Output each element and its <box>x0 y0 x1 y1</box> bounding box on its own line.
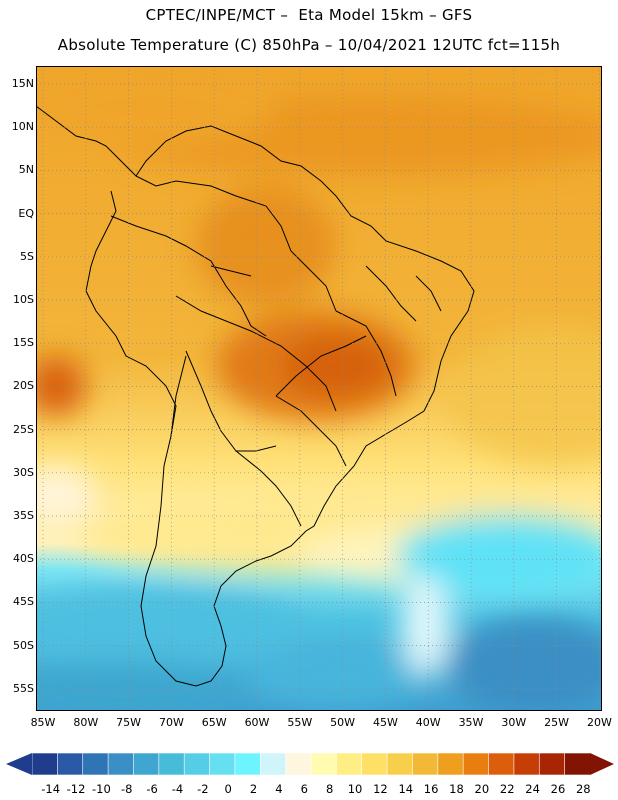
longitude-label: 70W <box>158 716 184 729</box>
latitude-label: EQ <box>18 206 34 220</box>
longitude-label: 30W <box>501 716 527 729</box>
colorbar-swatch <box>209 752 236 776</box>
longitude-label: 55W <box>287 716 313 729</box>
colorbar-high-arrow <box>590 753 614 775</box>
colorbar-label: -4 <box>171 782 184 796</box>
colorbar-label: 4 <box>275 782 283 796</box>
colorbar-label: 28 <box>575 782 591 796</box>
colorbar-swatch <box>437 752 464 776</box>
colorbar-swatch <box>412 752 439 776</box>
colorbar-label: -10 <box>92 782 111 796</box>
latitude-label: 30S <box>13 465 34 479</box>
colorbar-label: 12 <box>373 782 388 796</box>
latitude-label: 50S <box>13 638 34 652</box>
latitude-label: 15S <box>13 336 34 350</box>
colorbar-label: 22 <box>499 782 515 796</box>
colorbar-swatch <box>133 752 160 776</box>
latitude-label: 25S <box>13 422 34 436</box>
latitude-label: 35S <box>13 509 34 522</box>
colorbar-swatch <box>564 752 591 776</box>
latitude-label: 40S <box>13 552 34 566</box>
colorbar-swatch <box>310 752 337 776</box>
temperature-map <box>36 66 602 711</box>
latitude-label: 55S <box>13 681 34 695</box>
title-line-2: Absolute Temperature (C) 850hPa – 10/04/… <box>57 36 561 54</box>
colorbar-swatch <box>107 752 135 776</box>
latitude-label: 15N <box>11 77 34 90</box>
colorbar-swatch <box>234 752 261 776</box>
colorbar-label: 2 <box>249 782 258 796</box>
colorbar-swatch <box>513 752 540 776</box>
colorbar-swatch <box>82 752 109 776</box>
colorbar-label: 14 <box>398 782 414 796</box>
longitude-label: 45W <box>372 716 398 729</box>
colorbar-label: -8 <box>121 782 133 796</box>
colorbar-label: -14 <box>41 782 61 796</box>
latitude-label: 45S <box>13 595 34 609</box>
colorbar-label: -6 <box>146 782 158 796</box>
colorbar-low-arrow <box>6 753 32 775</box>
colorbar-swatch <box>336 752 363 776</box>
colorbar-swatch <box>386 752 414 776</box>
colorbar-swatch <box>31 752 58 776</box>
longitude-label: 85W <box>30 716 56 729</box>
colorbar-label: -12 <box>66 782 86 796</box>
latitude-label: 5S <box>20 249 34 263</box>
colorbar-swatch <box>361 752 388 776</box>
latitude-label: 20S <box>13 379 34 393</box>
colorbar-label: 0 <box>224 782 232 796</box>
colorbar-label: 16 <box>423 782 439 796</box>
colorbar-label: 20 <box>474 782 490 796</box>
colorbar-swatch <box>57 752 84 776</box>
colorbar-label: 8 <box>326 782 334 796</box>
colorbar-label: 6 <box>300 782 308 796</box>
colorbar <box>6 752 614 776</box>
longitude-label: 20W <box>586 716 612 729</box>
colorbar-label: 26 <box>550 782 566 796</box>
colorbar-swatch <box>259 752 287 776</box>
colorbar-label: 24 <box>525 782 540 796</box>
longitude-label: 40W <box>415 716 441 729</box>
longitude-label: 60W <box>244 716 270 729</box>
colorbar-swatch <box>285 752 312 776</box>
title-line-1: CPTEC/INPE/MCT – Eta Model 15km – GFS <box>145 6 473 24</box>
colorbar-swatch <box>462 752 490 776</box>
longitude-label: 25W <box>544 716 570 729</box>
longitude-label: 65W <box>201 716 227 729</box>
coastline <box>36 105 475 687</box>
longitude-label: 50W <box>330 716 356 729</box>
latitude-label: 5N <box>18 163 34 177</box>
colorbar-label: 10 <box>347 782 363 796</box>
colorbar-swatch <box>488 752 515 776</box>
colorbar-label: -2 <box>197 782 209 796</box>
colorbar-swatch <box>183 752 211 776</box>
latitude-label: 10S <box>13 293 34 306</box>
longitude-label: 80W <box>73 716 99 729</box>
colorbar-swatch <box>538 752 566 776</box>
longitude-label: 75W <box>116 716 142 729</box>
colorbar-swatch <box>158 752 185 776</box>
latitude-label: 10N <box>11 120 34 134</box>
longitude-label: 35W <box>458 716 484 729</box>
colorbar-label: 18 <box>449 782 464 796</box>
